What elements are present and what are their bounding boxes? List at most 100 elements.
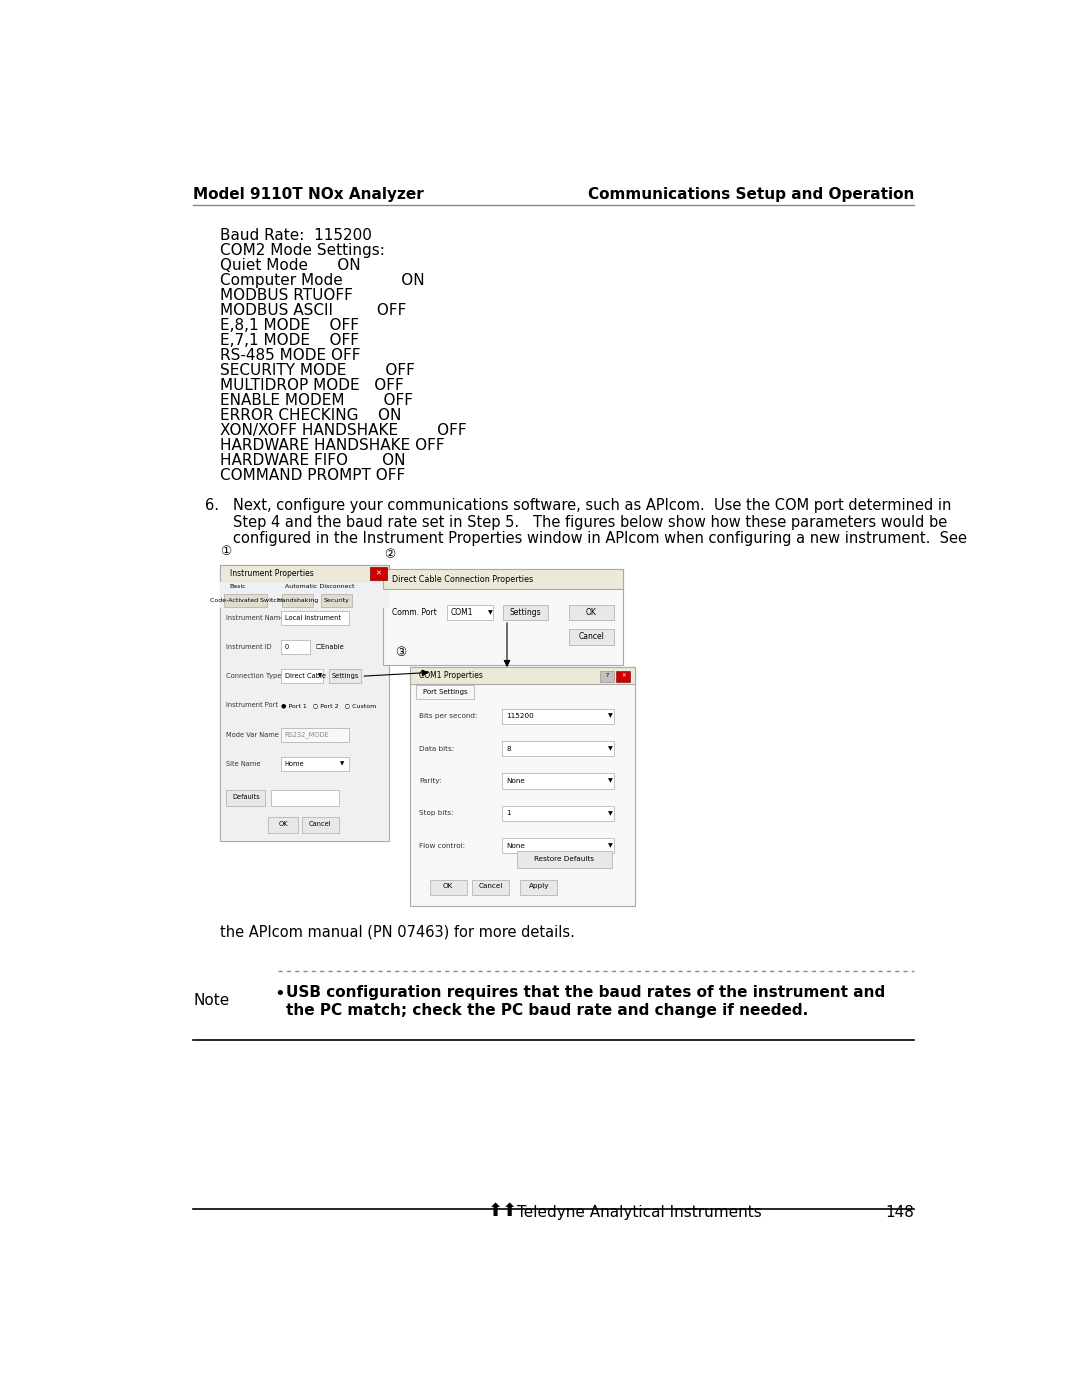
Text: ▼: ▼ [339, 761, 343, 767]
Text: ☐Enable: ☐Enable [315, 644, 345, 650]
Text: OK: OK [443, 883, 454, 890]
Bar [281, 669, 323, 683]
Text: ?: ? [605, 673, 609, 678]
Bar [220, 581, 389, 609]
Text: 148: 148 [885, 1206, 914, 1220]
Text: Flow control:: Flow control: [419, 842, 465, 848]
Text: Local Instrument: Local Instrument [284, 615, 340, 620]
Text: Apply: Apply [528, 883, 549, 890]
Text: Communications Setup and Operation: Communications Setup and Operation [588, 187, 914, 203]
Text: RS-485 MODE OFF: RS-485 MODE OFF [220, 348, 361, 363]
Text: Instrument Properties: Instrument Properties [230, 569, 313, 578]
Text: ▼: ▼ [608, 844, 612, 848]
Bar [281, 610, 349, 624]
Text: Direct Cable Connection Properties: Direct Cable Connection Properties [392, 574, 534, 584]
Text: Home: Home [284, 761, 305, 767]
Text: ③: ③ [394, 647, 406, 659]
Text: ▼: ▼ [318, 673, 322, 679]
Text: ENABLE MODEM        OFF: ENABLE MODEM OFF [220, 393, 414, 408]
Text: Connection Type: Connection Type [227, 673, 282, 679]
Text: None: None [507, 778, 525, 784]
Text: Restore Defaults: Restore Defaults [535, 856, 594, 862]
Bar [600, 671, 613, 682]
Text: Bits per second:: Bits per second: [419, 714, 478, 719]
Text: Security: Security [324, 598, 350, 604]
Bar [328, 669, 362, 683]
Text: ▼: ▼ [608, 778, 612, 784]
Bar [501, 806, 613, 821]
Text: •: • [274, 985, 285, 1003]
Text: ✕: ✕ [376, 570, 381, 577]
Text: 0: 0 [284, 644, 288, 650]
Bar [281, 640, 310, 654]
Bar [369, 567, 387, 580]
Text: ⬆⬆: ⬆⬆ [488, 1203, 518, 1220]
Bar [321, 594, 352, 606]
Text: Data bits:: Data bits: [419, 746, 455, 752]
Bar [501, 838, 613, 854]
Bar [430, 880, 467, 895]
Bar [410, 666, 635, 905]
Text: Next, configure your communications software, such as APIcom.  Use the COM port : Next, configure your communications soft… [233, 499, 951, 513]
Bar [569, 605, 613, 620]
Bar [501, 740, 613, 756]
Text: HARDWARE HANDSHAKE OFF: HARDWARE HANDSHAKE OFF [220, 437, 445, 453]
Text: the PC match; check the PC baud rate and change if needed.: the PC match; check the PC baud rate and… [286, 1003, 808, 1018]
Bar [225, 594, 267, 606]
Bar [268, 817, 298, 833]
Text: Note: Note [193, 993, 229, 1007]
Text: OK: OK [586, 608, 597, 617]
Text: 6.: 6. [205, 499, 219, 513]
Bar [410, 666, 635, 685]
Text: RS232_MODE: RS232_MODE [284, 732, 329, 738]
Text: Instrument Name: Instrument Name [227, 615, 285, 620]
Bar [501, 774, 613, 789]
Bar [281, 757, 349, 771]
Text: COM1: COM1 [450, 608, 473, 617]
Text: ▼: ▼ [608, 810, 612, 816]
Bar [227, 791, 266, 806]
Bar [617, 671, 631, 682]
Bar [501, 708, 613, 724]
Text: ▼: ▼ [608, 746, 612, 752]
Bar [472, 880, 510, 895]
Text: XON/XOFF HANDSHAKE        OFF: XON/XOFF HANDSHAKE OFF [220, 423, 467, 437]
Bar [503, 605, 548, 620]
Text: None: None [507, 842, 525, 848]
Bar [282, 594, 313, 606]
Text: Settings: Settings [332, 673, 359, 679]
Text: Computer Mode            ON: Computer Mode ON [220, 272, 424, 288]
Bar [446, 605, 494, 620]
Bar [517, 851, 611, 868]
Text: the APIcom manual (PN 07463) for more details.: the APIcom manual (PN 07463) for more de… [220, 925, 576, 940]
Text: OK: OK [279, 821, 287, 827]
Text: ERROR CHECKING    ON: ERROR CHECKING ON [220, 408, 402, 423]
Text: Settings: Settings [510, 608, 541, 617]
Text: MULTIDROP MODE   OFF: MULTIDROP MODE OFF [220, 377, 404, 393]
Text: Baud Rate:  115200: Baud Rate: 115200 [220, 228, 373, 243]
Text: Cancel: Cancel [478, 883, 503, 890]
Text: Mode Var Name: Mode Var Name [227, 732, 280, 738]
Text: Cancel: Cancel [579, 633, 605, 641]
Bar [301, 817, 339, 833]
Text: ✕: ✕ [621, 673, 625, 678]
Text: Parity:: Parity: [419, 778, 442, 784]
Text: Step 4 and the baud rate set in Step 5.   The figures below show how these param: Step 4 and the baud rate set in Step 5. … [233, 514, 947, 529]
Bar [416, 686, 474, 700]
Text: SECURITY MODE        OFF: SECURITY MODE OFF [220, 363, 415, 377]
Text: ▼: ▼ [488, 610, 492, 615]
Bar [220, 566, 389, 581]
Text: MODBUS RTUOFF: MODBUS RTUOFF [220, 288, 353, 303]
Text: Quiet Mode      ON: Quiet Mode ON [220, 257, 361, 272]
Text: HARDWARE FIFO       ON: HARDWARE FIFO ON [220, 453, 406, 468]
Text: Stop bits:: Stop bits: [419, 810, 454, 816]
Bar [521, 880, 557, 895]
Text: COM2 Mode Settings:: COM2 Mode Settings: [220, 243, 386, 257]
Text: Automatic Disconnect: Automatic Disconnect [285, 584, 354, 588]
Text: ②: ② [384, 549, 395, 562]
Text: Cancel: Cancel [309, 821, 332, 827]
Text: ● Port 1   ○ Port 2   ○ Custom: ● Port 1 ○ Port 2 ○ Custom [281, 703, 376, 708]
Text: ①: ① [220, 545, 231, 557]
Text: 8: 8 [507, 746, 511, 752]
Bar [281, 728, 349, 742]
